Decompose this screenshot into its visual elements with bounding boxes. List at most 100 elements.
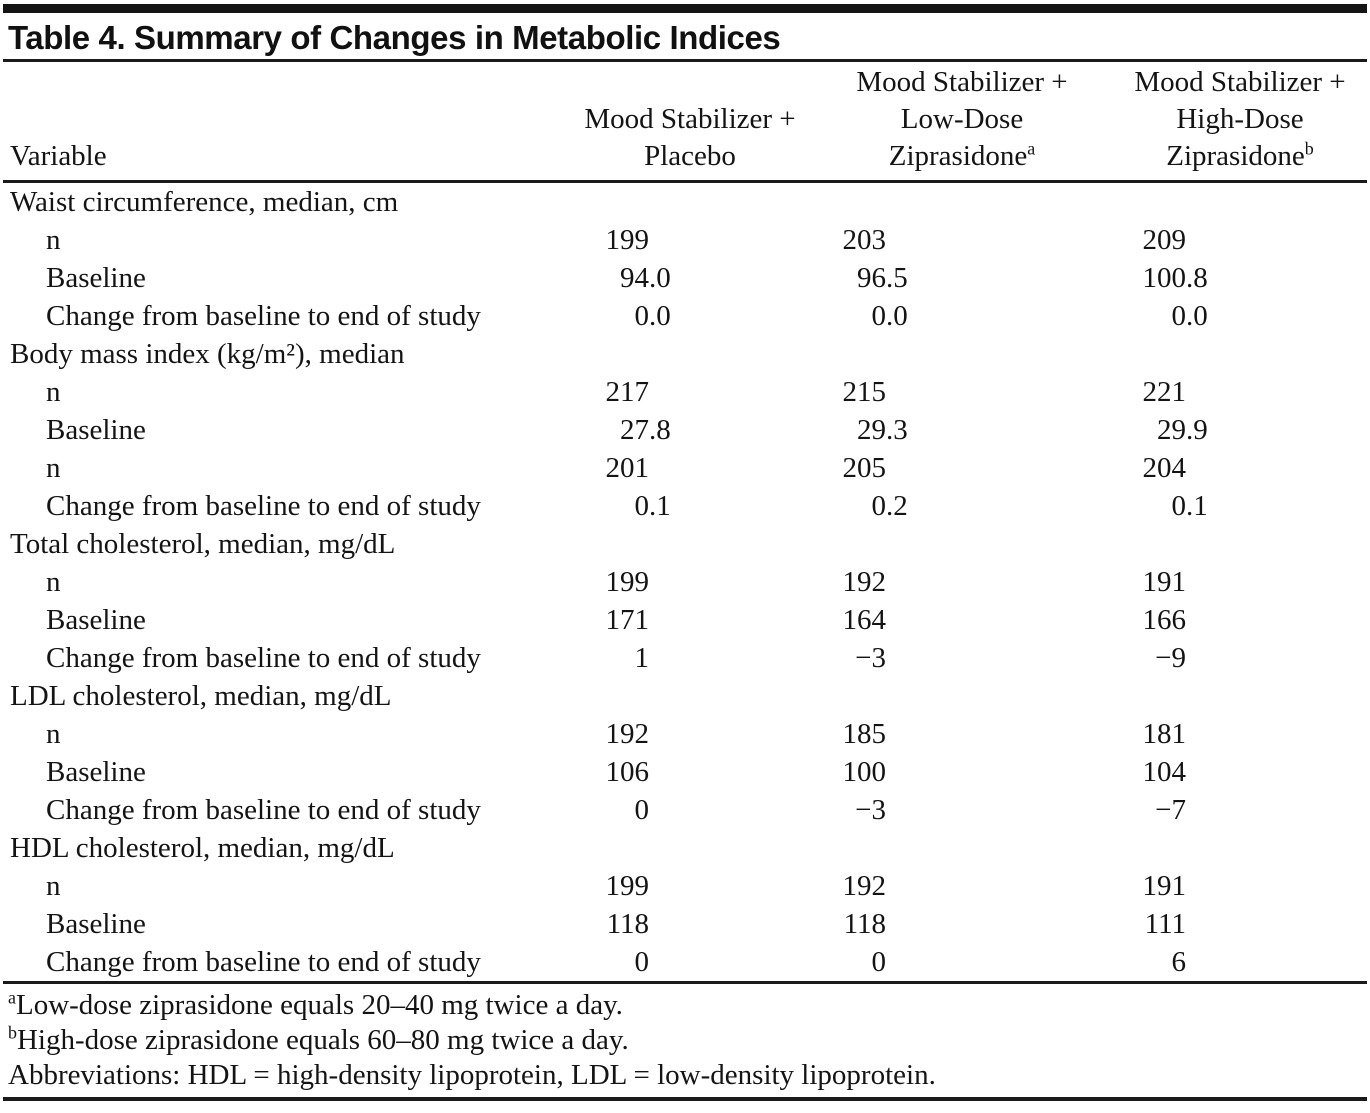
row-label: Baseline bbox=[46, 604, 146, 636]
table-row: Baseline 94.0 96.5 100.8 bbox=[0, 259, 1370, 297]
table-row: Baseline 118 118 111 bbox=[0, 905, 1370, 943]
cell-value: 118 bbox=[843, 908, 886, 940]
row-label: Change from baseline to end of study bbox=[46, 642, 481, 674]
cell-value: 204 bbox=[1142, 452, 1187, 484]
row-label: Change from baseline to end of study bbox=[46, 490, 481, 522]
row-label: Baseline bbox=[46, 908, 146, 940]
section-row-hdl: HDL cholesterol, median, mg/dL bbox=[0, 829, 1370, 867]
table-row: Change from baseline to end of study 0.0… bbox=[0, 297, 1370, 335]
header-line: Placebo bbox=[644, 140, 736, 172]
cell-value: 106 bbox=[605, 756, 650, 788]
footnote-marker-b: b bbox=[1304, 138, 1314, 159]
row-label: n bbox=[46, 718, 61, 750]
header-line: High-Dose bbox=[1176, 103, 1304, 135]
cell-value: 0 bbox=[634, 946, 650, 978]
cell-value: 0.0 bbox=[1171, 300, 1208, 332]
row-label: Baseline bbox=[46, 414, 146, 446]
row-label: n bbox=[46, 376, 61, 408]
cell-value: 0.0 bbox=[634, 300, 671, 332]
footnote-a-marker: a bbox=[8, 987, 16, 1008]
section-row-bmi: Body mass index (kg/m²), median bbox=[0, 335, 1370, 373]
cell-value: 192 bbox=[842, 566, 887, 598]
cell-value: 185 bbox=[842, 718, 887, 750]
cell-value: 217 bbox=[605, 376, 650, 408]
cell-value: −3 bbox=[855, 642, 886, 674]
section-row-total-cholesterol: Total cholesterol, median, mg/dL bbox=[0, 525, 1370, 563]
row-label: Change from baseline to end of study bbox=[46, 794, 481, 826]
cell-value: 100 bbox=[842, 756, 887, 788]
cell-value: 205 bbox=[842, 452, 887, 484]
cell-value: 104 bbox=[1142, 756, 1187, 788]
top-rule-bar bbox=[3, 4, 1367, 13]
cell-value: −3 bbox=[855, 794, 886, 826]
cell-value: 181 bbox=[1142, 718, 1187, 750]
section-label: LDL cholesterol, median, mg/dL bbox=[10, 680, 392, 712]
bottom-rule bbox=[3, 1097, 1367, 1101]
cell-value: 166 bbox=[1142, 604, 1187, 636]
cell-value: 27.8 bbox=[620, 414, 671, 446]
column-header-low-dose: Mood Stabilizer + Low-Dose Ziprasidonea bbox=[824, 64, 1100, 175]
cell-value: 0.1 bbox=[1171, 490, 1208, 522]
cell-value: 203 bbox=[842, 224, 887, 256]
cell-value: 1 bbox=[634, 642, 650, 674]
section-label: HDL cholesterol, median, mg/dL bbox=[10, 832, 395, 864]
cell-value: 199 bbox=[605, 224, 650, 256]
header-line: Ziprasidonea bbox=[888, 138, 1036, 172]
row-label: n bbox=[46, 566, 61, 598]
table-body: Waist circumference, median, cm n 199 20… bbox=[0, 183, 1370, 981]
cell-value: 215 bbox=[842, 376, 887, 408]
table-figure: Table 4. Summary of Changes in Metabolic… bbox=[0, 4, 1370, 1113]
row-label: Change from baseline to end of study bbox=[46, 946, 481, 978]
row-label: Baseline bbox=[46, 756, 146, 788]
rule-under-title bbox=[3, 59, 1367, 62]
section-label: Body mass index (kg/m²), median bbox=[10, 338, 405, 370]
cell-value: 0.0 bbox=[871, 300, 908, 332]
header-line: Low-Dose bbox=[900, 103, 1024, 135]
header-line: Mood Stabilizer + bbox=[1134, 66, 1346, 98]
table-row: n 217 215 221 bbox=[0, 373, 1370, 411]
cell-value: 171 bbox=[605, 604, 650, 636]
table-title: Table 4. Summary of Changes in Metabolic… bbox=[8, 19, 781, 56]
table-row: n 199 203 209 bbox=[0, 221, 1370, 259]
table-row: Baseline 171 164 166 bbox=[0, 601, 1370, 639]
cell-value: 118 bbox=[606, 908, 649, 940]
rule-under-header bbox=[3, 180, 1367, 183]
cell-value: 96.5 bbox=[857, 262, 908, 294]
row-label: Change from baseline to end of study bbox=[46, 300, 481, 332]
header-line: Mood Stabilizer + bbox=[856, 66, 1068, 98]
cell-value: 0.1 bbox=[634, 490, 671, 522]
cell-value: 0.2 bbox=[871, 490, 908, 522]
row-label: Baseline bbox=[46, 262, 146, 294]
table-row: Baseline 27.8 29.3 29.9 bbox=[0, 411, 1370, 449]
table-row: Baseline 106 100 104 bbox=[0, 753, 1370, 791]
cell-value: 209 bbox=[1142, 224, 1187, 256]
cell-value: 111 bbox=[1144, 908, 1186, 940]
table-row: Change from baseline to end of study 0 0… bbox=[0, 943, 1370, 981]
cell-value: 199 bbox=[605, 566, 650, 598]
cell-value: 201 bbox=[605, 452, 650, 484]
cell-value: 221 bbox=[1142, 376, 1187, 408]
footnotes: aLow-dose ziprasidone equals 20–40 mg tw… bbox=[0, 984, 1370, 1093]
row-label: n bbox=[46, 452, 61, 484]
cell-value: 192 bbox=[605, 718, 650, 750]
table-header-row: Variable Mood Stabilizer + Placebo Mood … bbox=[0, 62, 1370, 180]
cell-value: 0 bbox=[871, 946, 887, 978]
footnote-b: bHigh-dose ziprasidone equals 60–80 mg t… bbox=[8, 1022, 629, 1056]
cell-value: −7 bbox=[1155, 794, 1186, 826]
row-label: n bbox=[46, 224, 61, 256]
column-header-variable: Variable bbox=[10, 140, 107, 172]
header-line: Ziprasidoneb bbox=[1166, 138, 1314, 172]
table-row: Change from baseline to end of study 1 −… bbox=[0, 639, 1370, 677]
cell-value: 192 bbox=[842, 870, 887, 902]
row-label: n bbox=[46, 870, 61, 902]
cell-value: 6 bbox=[1171, 946, 1187, 978]
footnote-abbreviations: Abbreviations: HDL = high-density lipopr… bbox=[8, 1059, 936, 1091]
cell-value: 199 bbox=[605, 870, 650, 902]
cell-value: 100.8 bbox=[1142, 262, 1208, 294]
column-header-high-dose: Mood Stabilizer + High-Dose Ziprasidoneb bbox=[1102, 64, 1370, 175]
section-row-waist: Waist circumference, median, cm bbox=[0, 183, 1370, 221]
cell-value: 0 bbox=[634, 794, 650, 826]
section-label: Waist circumference, median, cm bbox=[10, 186, 399, 218]
table-row: Change from baseline to end of study 0.1… bbox=[0, 487, 1370, 525]
table-row: n 199 192 191 bbox=[0, 563, 1370, 601]
